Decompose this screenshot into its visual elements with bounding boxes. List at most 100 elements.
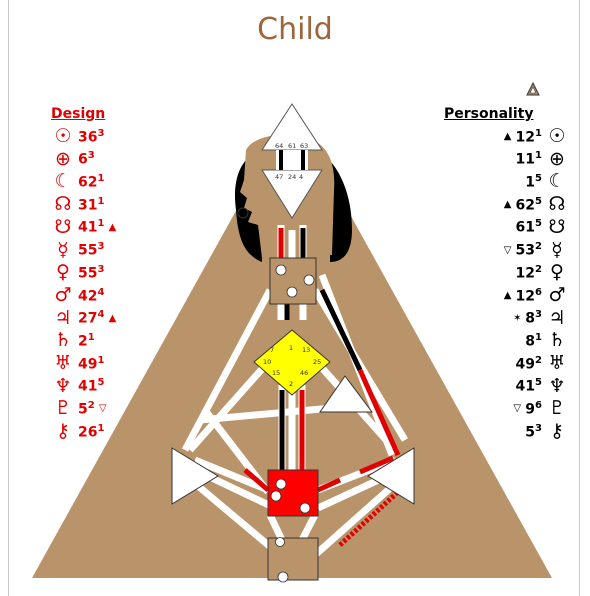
personality-gate-value: 121 bbox=[515, 127, 542, 146]
neptune-icon: ♆ bbox=[54, 374, 72, 397]
design-row: ☾ 621 bbox=[50, 171, 118, 192]
gate-label: 15 bbox=[272, 369, 280, 377]
mercury-icon: ☿ bbox=[57, 238, 69, 261]
design-row: ☊ 311 bbox=[50, 194, 118, 215]
mercury-icon: ☿ bbox=[551, 238, 563, 261]
saturn-icon: ♄ bbox=[54, 329, 72, 352]
personality-gate-value: 111 bbox=[515, 150, 542, 169]
spleen-center bbox=[171, 447, 219, 505]
gate-label: 63 bbox=[300, 142, 308, 150]
glasses-icon bbox=[237, 207, 249, 219]
design-row: ☿ 553 bbox=[50, 240, 118, 261]
moon-icon: ☾ bbox=[548, 170, 566, 193]
personality-gate-value: 615 bbox=[515, 218, 542, 237]
uranus-icon: ♅ bbox=[548, 352, 566, 374]
personality-header: Personality bbox=[444, 106, 534, 122]
design-row: ♃ 274 ▲ bbox=[50, 308, 118, 329]
north-node-icon: ☊ bbox=[54, 193, 72, 216]
personality-row: ▲ 126 ♂ bbox=[502, 285, 570, 306]
design-row: ♄ 21 bbox=[50, 330, 109, 351]
personality-row: 615 ☋ bbox=[502, 217, 570, 238]
personality-gate-value: 415 bbox=[515, 377, 542, 396]
personality-fixing-mark: ▲ bbox=[503, 131, 512, 142]
root-center bbox=[267, 537, 319, 581]
personality-fixing-mark: ▲ bbox=[503, 199, 512, 211]
personality-fixing-mark: ▲ bbox=[503, 289, 512, 301]
design-row: ⚷ 261 bbox=[50, 421, 118, 442]
design-row: ☉ 363 bbox=[50, 126, 118, 147]
gate-label: 25 bbox=[313, 358, 321, 366]
sun-icon: ☉ bbox=[548, 125, 566, 147]
design-row: ♂ 424 bbox=[50, 285, 118, 306]
gate-label: 64 bbox=[275, 142, 283, 150]
personality-gate-value: 532 bbox=[515, 241, 542, 259]
pluto-icon: ♇ bbox=[548, 397, 566, 420]
personality-row: 111 ⊕ bbox=[502, 149, 570, 170]
design-fixing-mark: ▲ bbox=[108, 312, 117, 324]
earth-icon: ⊕ bbox=[549, 147, 565, 170]
design-row: ♇ 52 ▽ bbox=[50, 398, 109, 419]
gate-label: 4 bbox=[299, 173, 303, 181]
jupiter-icon: ♃ bbox=[54, 306, 72, 329]
chart-frame bbox=[8, 0, 580, 596]
triangle-logo-icon bbox=[526, 82, 540, 96]
design-row: ♅ 491 bbox=[50, 353, 118, 374]
venus-icon: ♀ bbox=[56, 261, 70, 284]
personality-fixing-mark: ✶ bbox=[513, 312, 522, 324]
design-gate-value: 411 bbox=[78, 218, 105, 237]
design-row: ☋ 411 ▲ bbox=[50, 217, 118, 238]
design-row: ♀ 553 bbox=[50, 262, 118, 283]
design-gate-value: 553 bbox=[78, 263, 105, 282]
chiron-icon: ⚷ bbox=[56, 420, 70, 443]
pluto-icon: ♇ bbox=[54, 397, 72, 420]
mars-icon: ♂ bbox=[54, 283, 72, 306]
personality-gate-value: 122 bbox=[515, 263, 542, 282]
gate-label: 10 bbox=[263, 358, 271, 366]
design-fixing-mark: ▽ bbox=[98, 403, 107, 415]
design-gate-value: 274 bbox=[78, 309, 105, 327]
neptune-icon: ♆ bbox=[548, 374, 566, 397]
design-gate-value: 491 bbox=[78, 354, 105, 373]
venus-icon: ♀ bbox=[550, 261, 564, 284]
gate-label: 61 bbox=[288, 142, 296, 150]
personality-row: 81 ♄ bbox=[511, 330, 570, 351]
personality-row: 415 ♆ bbox=[502, 376, 570, 397]
personality-gate-value: 96 bbox=[525, 400, 542, 418]
gate-label: 24 bbox=[288, 173, 296, 181]
sun-icon: ☉ bbox=[54, 125, 72, 147]
design-gate-value: 553 bbox=[78, 241, 105, 259]
solar-plexus-center bbox=[367, 447, 415, 505]
personality-gate-value: 15 bbox=[525, 173, 542, 191]
heart-center bbox=[319, 375, 373, 413]
design-gate-value: 52 bbox=[78, 400, 95, 418]
design-gate-value: 21 bbox=[78, 331, 95, 350]
gate-label: 2 bbox=[289, 380, 293, 388]
g-center bbox=[253, 329, 331, 396]
personality-row: 53 ⚷ bbox=[511, 421, 570, 442]
saturn-icon: ♄ bbox=[548, 329, 566, 352]
earth-icon: ⊕ bbox=[55, 147, 71, 170]
gate-label: 46 bbox=[300, 369, 308, 377]
south-node-icon: ☋ bbox=[548, 215, 566, 238]
gate-label: 7 bbox=[270, 346, 274, 354]
design-gate-value: 261 bbox=[78, 422, 105, 441]
personality-row: ✶ 83 ♃ bbox=[511, 308, 570, 329]
design-gate-value: 63 bbox=[78, 150, 95, 169]
personality-fixing-mark: ▽ bbox=[513, 403, 522, 415]
personality-row: ▽ 532 ☿ bbox=[502, 240, 570, 261]
north-node-icon: ☊ bbox=[548, 193, 566, 216]
personality-row: ▽ 96 ♇ bbox=[511, 398, 570, 419]
design-row: ⊕ 63 bbox=[50, 149, 109, 170]
gate-label: 13 bbox=[302, 346, 310, 354]
design-header: Design bbox=[51, 106, 106, 122]
personality-row: 492 ♅ bbox=[502, 353, 570, 374]
personality-row: 122 ♀ bbox=[502, 262, 570, 283]
design-gate-value: 621 bbox=[78, 173, 105, 191]
chiron-icon: ⚷ bbox=[550, 420, 564, 443]
personality-gate-value: 625 bbox=[515, 195, 542, 214]
design-fixing-mark: ▲ bbox=[108, 221, 117, 233]
mars-icon: ♂ bbox=[548, 283, 566, 306]
personality-gate-value: 53 bbox=[525, 422, 542, 441]
personality-gate-value: 81 bbox=[525, 331, 542, 350]
